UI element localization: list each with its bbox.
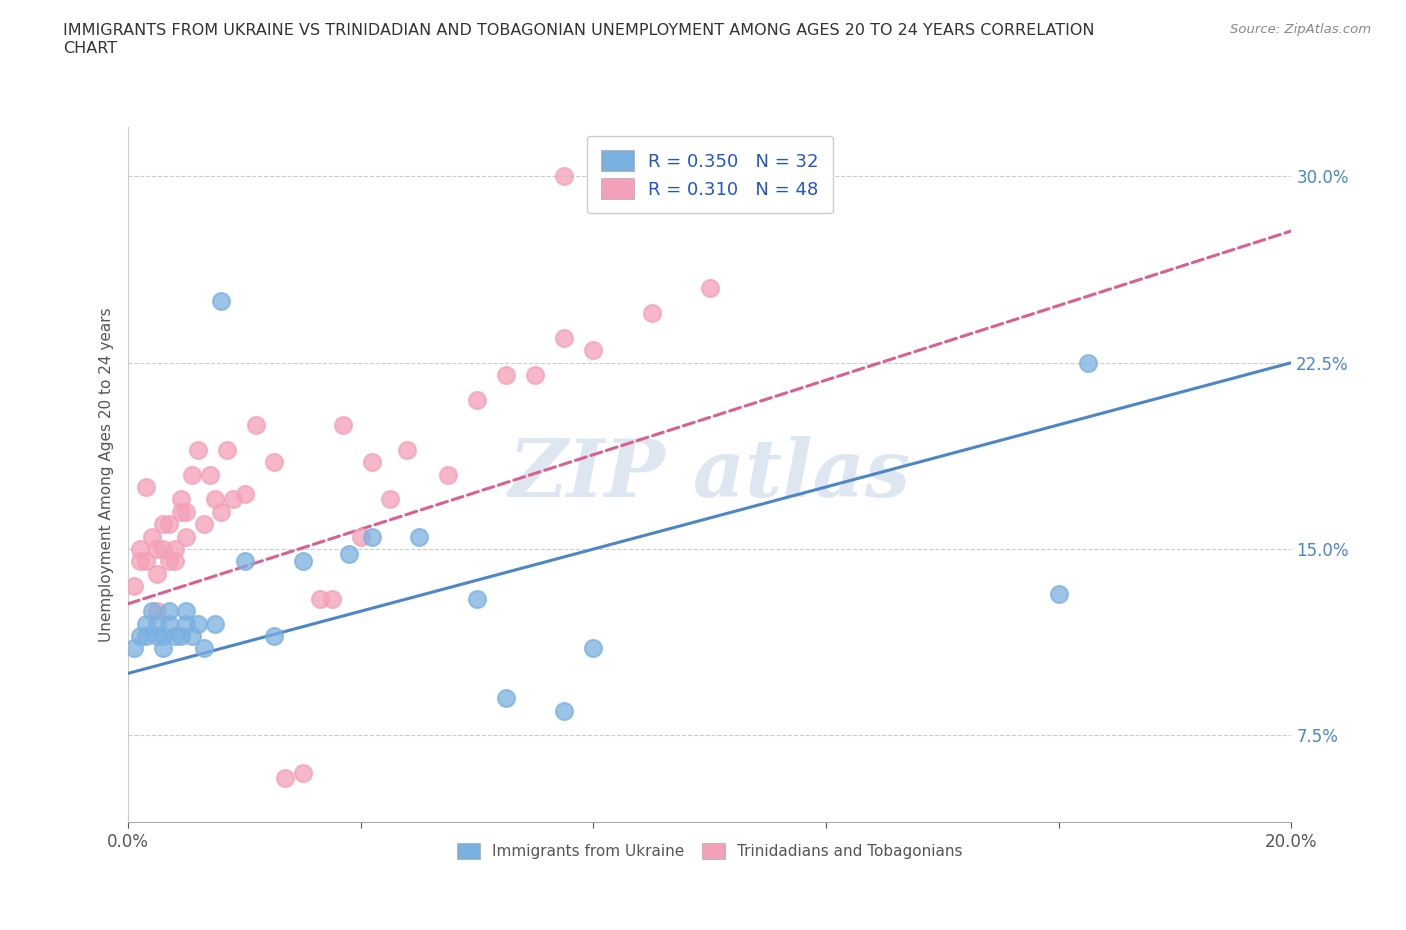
Point: [437, 467, 460, 482]
Point: [146, 604, 169, 618]
Point: [193, 641, 215, 656]
Point: [181, 467, 204, 482]
Point: [553, 703, 575, 718]
Point: [640, 306, 662, 321]
Point: [152, 641, 174, 656]
Point: [495, 691, 517, 706]
Legend: Immigrants from Ukraine, Trinidadians and Tobagonians: Immigrants from Ukraine, Trinidadians an…: [449, 836, 970, 867]
Point: [699, 281, 721, 296]
Point: [176, 604, 198, 618]
Point: [553, 330, 575, 345]
Point: [465, 591, 488, 606]
Point: [361, 455, 384, 470]
Point: [141, 604, 163, 618]
Point: [122, 641, 145, 656]
Point: [176, 529, 198, 544]
Point: [122, 578, 145, 593]
Point: [350, 529, 373, 544]
Point: [169, 504, 191, 519]
Point: [245, 418, 267, 432]
Point: [169, 492, 191, 507]
Point: [157, 617, 180, 631]
Point: [1077, 355, 1099, 370]
Point: [157, 554, 180, 569]
Point: [146, 566, 169, 581]
Point: [209, 293, 232, 308]
Point: [321, 591, 343, 606]
Point: [152, 629, 174, 644]
Point: [198, 467, 221, 482]
Point: [309, 591, 332, 606]
Point: [332, 418, 354, 432]
Point: [163, 541, 186, 556]
Point: [582, 641, 605, 656]
Point: [169, 629, 191, 644]
Point: [163, 554, 186, 569]
Point: [222, 492, 245, 507]
Point: [176, 617, 198, 631]
Point: [524, 367, 547, 382]
Point: [553, 169, 575, 184]
Point: [217, 443, 239, 458]
Point: [181, 629, 204, 644]
Point: [582, 343, 605, 358]
Point: [233, 554, 256, 569]
Y-axis label: Unemployment Among Ages 20 to 24 years: Unemployment Among Ages 20 to 24 years: [100, 307, 114, 642]
Point: [263, 455, 285, 470]
Point: [233, 487, 256, 502]
Text: Source: ZipAtlas.com: Source: ZipAtlas.com: [1230, 23, 1371, 36]
Point: [209, 504, 232, 519]
Point: [274, 770, 297, 785]
Point: [135, 480, 157, 495]
Point: [187, 443, 209, 458]
Point: [128, 541, 150, 556]
Point: [291, 765, 314, 780]
Point: [187, 617, 209, 631]
Point: [146, 541, 169, 556]
Point: [193, 517, 215, 532]
Text: IMMIGRANTS FROM UKRAINE VS TRINIDADIAN AND TOBAGONIAN UNEMPLOYMENT AMONG AGES 20: IMMIGRANTS FROM UKRAINE VS TRINIDADIAN A…: [63, 23, 1095, 56]
Point: [1047, 586, 1070, 601]
Point: [157, 517, 180, 532]
Point: [396, 443, 419, 458]
Point: [135, 617, 157, 631]
Point: [176, 504, 198, 519]
Point: [146, 629, 169, 644]
Point: [128, 554, 150, 569]
Point: [408, 529, 430, 544]
Point: [361, 529, 384, 544]
Point: [378, 492, 401, 507]
Text: ZIP atlas: ZIP atlas: [509, 436, 911, 513]
Point: [337, 547, 360, 562]
Point: [128, 629, 150, 644]
Point: [152, 517, 174, 532]
Point: [157, 604, 180, 618]
Point: [146, 617, 169, 631]
Point: [204, 492, 226, 507]
Point: [495, 367, 517, 382]
Point: [263, 629, 285, 644]
Point: [163, 629, 186, 644]
Point: [291, 554, 314, 569]
Point: [465, 392, 488, 407]
Point: [135, 554, 157, 569]
Point: [204, 617, 226, 631]
Point: [135, 629, 157, 644]
Point: [141, 529, 163, 544]
Point: [152, 541, 174, 556]
